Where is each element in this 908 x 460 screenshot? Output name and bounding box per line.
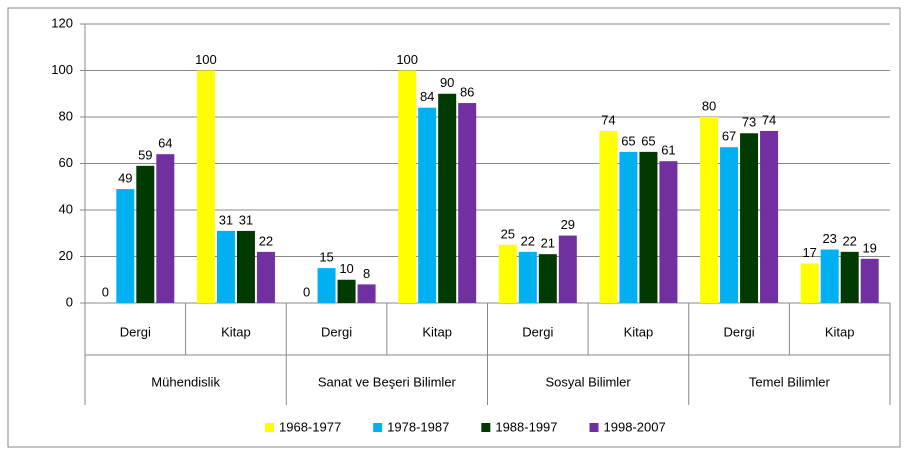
legend-swatch [265, 423, 274, 432]
legend-swatch [373, 423, 383, 432]
x-tick-label: Kitap [422, 324, 452, 339]
bar [337, 279, 356, 303]
data-label: 31 [239, 212, 253, 227]
bar [156, 154, 175, 303]
bar [398, 70, 417, 303]
bar [418, 107, 437, 303]
legend-label: 1998-2007 [604, 419, 666, 434]
bar [558, 235, 577, 303]
data-label: 65 [641, 133, 655, 148]
y-tick-label: 120 [51, 15, 73, 30]
x-tick-label: Kitap [825, 324, 855, 339]
bar [659, 161, 678, 303]
data-label: 73 [742, 115, 756, 130]
group-label: Sosyal Bilimler [546, 374, 632, 389]
y-tick-label: 0 [66, 294, 73, 309]
bar [216, 230, 235, 303]
data-label: 90 [440, 75, 454, 90]
legend-label: 1978-1987 [387, 419, 449, 434]
group-label: Temel Bilimler [749, 374, 831, 389]
data-label: 84 [420, 89, 434, 104]
data-label: 29 [561, 217, 575, 232]
y-tick-label: 100 [51, 62, 73, 77]
data-label: 31 [219, 212, 233, 227]
data-label: 22 [521, 233, 535, 248]
data-label: 17 [802, 245, 816, 260]
bar [438, 93, 457, 303]
data-label: 22 [842, 233, 856, 248]
legend-label: 1968-1977 [279, 419, 341, 434]
data-label: 64 [158, 136, 172, 151]
group-label: Sanat ve Beşeri Bilimler [318, 374, 457, 389]
bar [740, 133, 759, 303]
x-tick-label: Dergi [724, 324, 755, 339]
data-label: 22 [259, 233, 273, 248]
bar [498, 244, 517, 303]
data-label: 19 [862, 240, 876, 255]
bar [800, 263, 819, 303]
data-label: 74 [601, 112, 615, 127]
data-label: 0 [303, 284, 310, 299]
bar [860, 258, 879, 303]
data-label: 15 [319, 250, 333, 265]
legend-label: 1988-1997 [495, 419, 557, 434]
x-tick-label: Kitap [221, 324, 251, 339]
bar [639, 151, 658, 303]
bar [518, 251, 537, 303]
bar [256, 251, 275, 303]
data-label: 49 [118, 171, 132, 186]
data-label: 8 [363, 266, 370, 281]
data-label: 100 [195, 52, 217, 67]
bar [458, 103, 477, 303]
bar [357, 284, 376, 303]
y-tick-label: 60 [59, 155, 73, 170]
bar [700, 117, 719, 303]
bar [720, 147, 739, 303]
x-tick-label: Dergi [321, 324, 352, 339]
bar [538, 254, 557, 303]
x-tick-label: Dergi [522, 324, 553, 339]
x-tick-label: Dergi [120, 324, 151, 339]
bar [760, 130, 779, 303]
data-label: 23 [822, 231, 836, 246]
bar [196, 70, 215, 303]
bar [236, 230, 255, 303]
data-label: 61 [661, 143, 675, 158]
bar [116, 189, 135, 303]
y-tick-label: 20 [59, 248, 73, 263]
data-label: 74 [762, 112, 776, 127]
legend-swatch [481, 423, 491, 432]
x-tick-label: Kitap [624, 324, 654, 339]
data-label: 59 [138, 147, 152, 162]
data-label: 100 [396, 52, 418, 67]
group-label: Mühendislik [151, 374, 220, 389]
data-label: 21 [541, 236, 555, 251]
data-label: 80 [702, 98, 716, 113]
bar [840, 251, 859, 303]
bar [820, 249, 839, 303]
bar [317, 268, 336, 303]
bar [599, 130, 618, 303]
legend-swatch [589, 423, 599, 432]
bar [136, 165, 155, 303]
data-label: 86 [460, 84, 474, 99]
data-label: 10 [339, 261, 353, 276]
y-tick-label: 40 [59, 201, 73, 216]
bar [619, 151, 638, 303]
data-label: 65 [621, 133, 635, 148]
y-tick-label: 80 [59, 108, 73, 123]
data-label: 67 [722, 129, 736, 144]
data-label: 25 [501, 226, 515, 241]
data-label: 0 [102, 284, 109, 299]
